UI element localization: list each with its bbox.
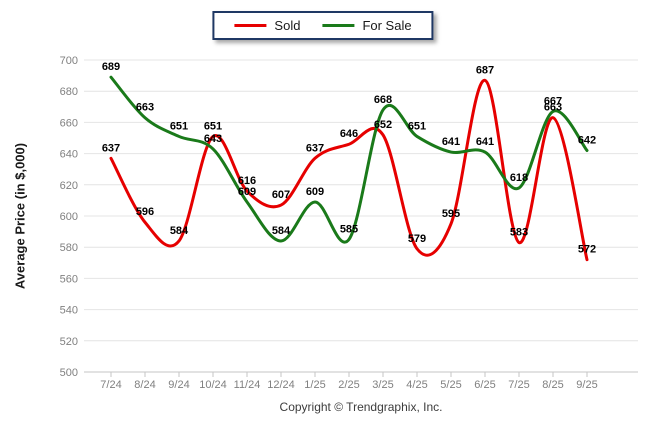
data-label: 642: [578, 134, 596, 146]
x-tick-label: 2/25: [338, 379, 359, 391]
data-label: 583: [510, 227, 528, 239]
x-tick-label: 7/24: [100, 379, 121, 391]
y-tick-label: 520: [60, 336, 78, 348]
copyright-text: Copyright © Trendgraphix, Inc.: [279, 400, 443, 414]
x-tick-label: 11/24: [234, 379, 261, 391]
data-label: 689: [102, 61, 120, 73]
sold-line-swatch: [234, 24, 267, 27]
data-label: 618: [510, 172, 528, 184]
x-tick-label: 10/24: [199, 379, 227, 391]
data-label: 652: [374, 119, 392, 131]
y-tick-label: 700: [60, 55, 78, 67]
data-label: 637: [102, 142, 120, 154]
data-label: 595: [442, 208, 460, 220]
x-tick-label: 4/25: [406, 379, 427, 391]
data-label: 667: [544, 95, 562, 107]
data-label: 584: [272, 225, 291, 237]
series-line-sold[interactable]: [109, 78, 589, 262]
legend-label-sold: Sold: [274, 18, 301, 33]
legend: Sold For Sale: [212, 11, 434, 40]
y-tick-label: 640: [60, 149, 78, 161]
legend-item-for-sale[interactable]: For Sale: [322, 18, 412, 33]
data-label: 663: [544, 102, 562, 114]
y-tick-label: 660: [60, 117, 78, 129]
y-axis-title: Average Price (in $,000): [12, 142, 28, 290]
data-label: 579: [408, 233, 426, 245]
y-tick-label: 680: [60, 86, 78, 98]
data-label: 668: [374, 94, 392, 106]
x-tick-label: 1/25: [304, 379, 325, 391]
y-tick-label: 580: [60, 242, 78, 254]
legend-label-for-sale: For Sale: [362, 18, 412, 33]
data-label: 663: [136, 102, 154, 114]
x-tick-label: 8/25: [542, 379, 563, 391]
data-label: 641: [442, 136, 460, 148]
series-line-for-sale[interactable]: [109, 75, 589, 244]
legend-item-sold[interactable]: Sold: [234, 18, 300, 33]
data-label: 651: [170, 120, 188, 132]
data-label: 687: [476, 64, 494, 76]
x-tick-label: 5/25: [440, 379, 461, 391]
data-label: 572: [578, 244, 596, 256]
data-label: 584: [170, 225, 189, 237]
y-tick-label: 620: [60, 180, 78, 192]
x-tick-label: 12/24: [267, 379, 295, 391]
data-label: 607: [272, 189, 290, 201]
x-tick-label: 7/25: [508, 379, 529, 391]
data-label: 585: [340, 223, 358, 235]
data-label: 651: [408, 120, 426, 132]
y-tick-label: 500: [60, 367, 78, 379]
data-label: 643: [204, 133, 222, 145]
data-label: 641: [476, 136, 494, 148]
x-tick-label: 6/25: [474, 379, 495, 391]
data-label: 596: [136, 206, 154, 218]
data-label: 609: [306, 186, 324, 198]
data-label: 616: [238, 175, 256, 187]
x-tick-label: 9/25: [576, 379, 597, 391]
data-label: 651: [204, 120, 222, 132]
y-tick-label: 540: [60, 305, 78, 317]
y-tick-label: 600: [60, 211, 78, 223]
for-sale-line-swatch: [322, 24, 355, 27]
y-tick-label: 560: [60, 273, 78, 285]
x-tick-label: 3/25: [372, 379, 393, 391]
data-label: 637: [306, 142, 324, 154]
data-label: 609: [238, 186, 256, 198]
x-tick-label: 8/24: [134, 379, 155, 391]
x-tick-label: 9/24: [168, 379, 189, 391]
data-label: 646: [340, 128, 358, 140]
